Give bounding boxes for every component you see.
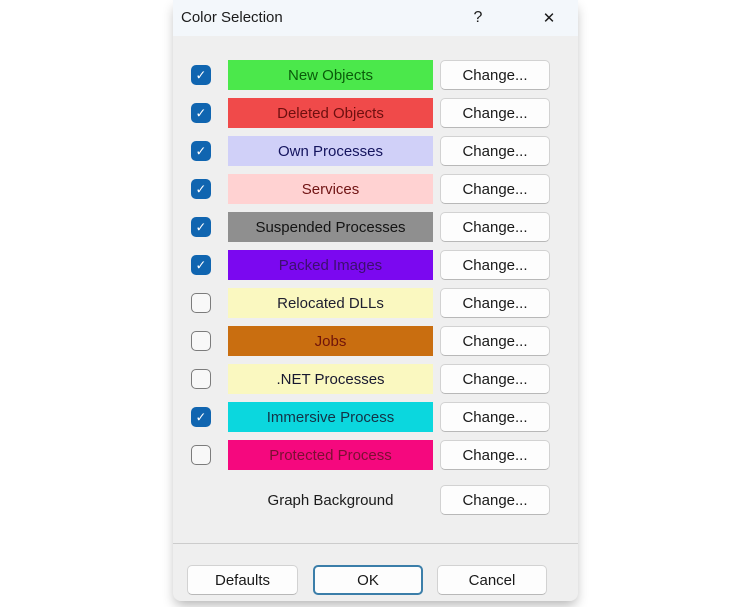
help-icon[interactable]: ? (473, 9, 483, 26)
change-button-own-processes[interactable]: Change... (440, 136, 550, 166)
checkbox-deleted-objects[interactable]: ✓ (191, 103, 211, 123)
swatch-deleted-objects: Deleted Objects (228, 98, 433, 128)
close-icon[interactable]: ✕ (542, 10, 556, 27)
change-button-packed-images[interactable]: Change... (440, 250, 550, 280)
check-icon: ✓ (195, 67, 207, 82)
checkbox-net-processes[interactable]: ✓ (191, 369, 211, 389)
swatch-net-processes: .NET Processes (228, 364, 433, 394)
footer-divider (173, 543, 578, 544)
check-icon: ✓ (195, 219, 207, 234)
row-packed-images: ✓ Packed Images Change... (191, 250, 578, 280)
change-button-services[interactable]: Change... (440, 174, 550, 204)
change-button-relocated-dlls[interactable]: Change... (440, 288, 550, 318)
swatch-packed-images: Packed Images (228, 250, 433, 280)
change-button-new-objects[interactable]: Change... (440, 60, 550, 90)
swatch-own-processes: Own Processes (228, 136, 433, 166)
row-deleted-objects: ✓ Deleted Objects Change... (191, 98, 578, 128)
row-own-processes: ✓ Own Processes Change... (191, 136, 578, 166)
check-icon: ✓ (195, 409, 207, 424)
color-rows: ✓ New Objects Change... ✓ Deleted Object… (173, 60, 578, 515)
swatch-relocated-dlls: Relocated DLLs (228, 288, 433, 318)
checkbox-immersive-process[interactable]: ✓ (191, 407, 211, 427)
row-services: ✓ Services Change... (191, 174, 578, 204)
change-button-deleted-objects[interactable]: Change... (440, 98, 550, 128)
swatch-immersive-process: Immersive Process (228, 402, 433, 432)
swatch-jobs: Jobs (228, 326, 433, 356)
footer-buttons: Defaults OK Cancel (173, 565, 578, 595)
swatch-protected-process: Protected Process (228, 440, 433, 470)
check-icon: ✓ (195, 143, 207, 158)
swatch-suspended-processes: Suspended Processes (228, 212, 433, 242)
ok-button[interactable]: OK (313, 565, 423, 595)
row-graph-background: Graph Background Change... (191, 485, 578, 515)
change-button-protected-process[interactable]: Change... (440, 440, 550, 470)
check-icon: ✓ (195, 257, 207, 272)
row-protected-process: ✓ Protected Process Change... (191, 440, 578, 470)
checkbox-services[interactable]: ✓ (191, 179, 211, 199)
graph-background-label: Graph Background (267, 491, 394, 509)
checkbox-protected-process[interactable]: ✓ (191, 445, 211, 465)
title-bar: Color Selection ? ✕ (173, 0, 578, 36)
dialog-title: Color Selection (181, 9, 283, 26)
row-immersive-process: ✓ Immersive Process Change... (191, 402, 578, 432)
change-button-net-processes[interactable]: Change... (440, 364, 550, 394)
change-button-graph-background[interactable]: Change... (440, 485, 550, 515)
change-button-jobs[interactable]: Change... (440, 326, 550, 356)
checkbox-own-processes[interactable]: ✓ (191, 141, 211, 161)
checkbox-relocated-dlls[interactable]: ✓ (191, 293, 211, 313)
checkbox-jobs[interactable]: ✓ (191, 331, 211, 351)
row-new-objects: ✓ New Objects Change... (191, 60, 578, 90)
change-button-suspended-processes[interactable]: Change... (440, 212, 550, 242)
row-relocated-dlls: ✓ Relocated DLLs Change... (191, 288, 578, 318)
color-selection-dialog: Color Selection ? ✕ ✓ New Objects Change… (173, 0, 578, 601)
checkbox-suspended-processes[interactable]: ✓ (191, 217, 211, 237)
check-icon: ✓ (195, 105, 207, 120)
change-button-immersive-process[interactable]: Change... (440, 402, 550, 432)
cancel-button[interactable]: Cancel (437, 565, 547, 595)
swatch-new-objects: New Objects (228, 60, 433, 90)
checkbox-new-objects[interactable]: ✓ (191, 65, 211, 85)
defaults-button[interactable]: Defaults (187, 565, 298, 595)
row-jobs: ✓ Jobs Change... (191, 326, 578, 356)
check-icon: ✓ (195, 181, 207, 196)
row-suspended-processes: ✓ Suspended Processes Change... (191, 212, 578, 242)
checkbox-packed-images[interactable]: ✓ (191, 255, 211, 275)
swatch-services: Services (228, 174, 433, 204)
row-net-processes: ✓ .NET Processes Change... (191, 364, 578, 394)
